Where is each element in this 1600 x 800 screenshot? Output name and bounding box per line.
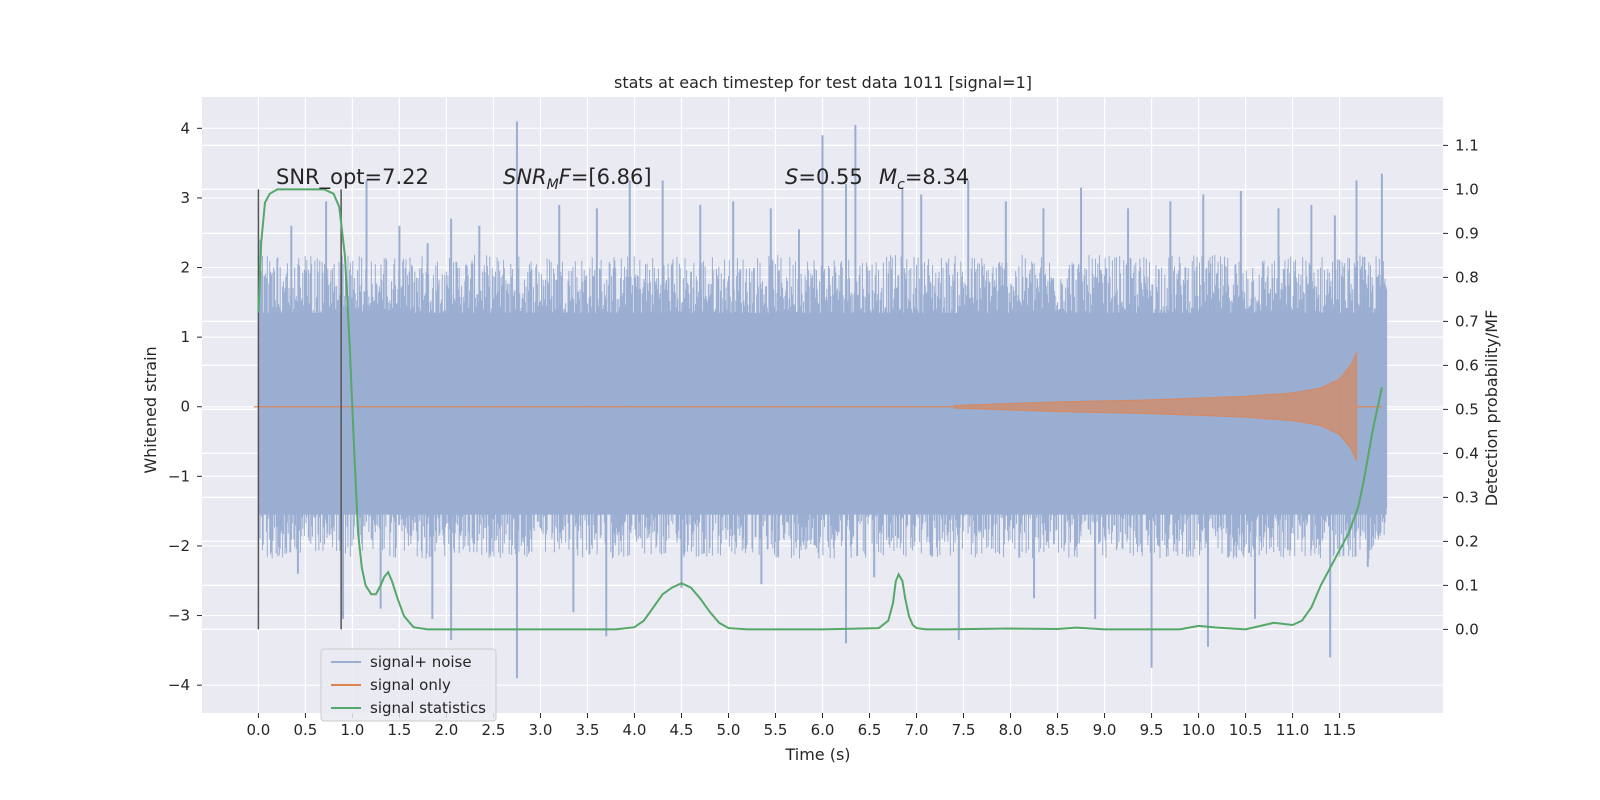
y-tick-label-left: 4 xyxy=(180,119,190,137)
chart-title: stats at each timestep for test data 101… xyxy=(614,73,1032,92)
annotation-snr-mf-base: SNR xyxy=(503,165,547,189)
y-tick-label-left: −4 xyxy=(168,676,190,694)
y-axis-label-left: Whitened strain xyxy=(141,346,160,473)
y-tick-label-right: 0.4 xyxy=(1455,444,1479,462)
x-tick-label: 0.5 xyxy=(293,721,317,739)
annotation-mc-value: =8.34 xyxy=(905,165,969,189)
annotation-mc: Mc=8.34 xyxy=(879,165,969,193)
x-tick-label: 4.0 xyxy=(623,721,647,739)
y-tick-label-left: −3 xyxy=(168,607,190,625)
x-tick-label: 10.5 xyxy=(1229,721,1262,739)
y-tick-label-right: 0.8 xyxy=(1455,268,1479,286)
y-tick-label-right: 0.2 xyxy=(1455,532,1479,550)
x-tick-label: 11.0 xyxy=(1276,721,1309,739)
legend-label-signal-only: signal only xyxy=(370,676,451,694)
y-tick-label-right: 0.0 xyxy=(1455,620,1479,638)
annotation-snr-mf-f: F xyxy=(559,165,572,189)
x-tick-label: 5.0 xyxy=(717,721,741,739)
x-tick-label: 7.0 xyxy=(905,721,929,739)
x-tick-label: 6.5 xyxy=(858,721,882,739)
y-tick-label-left: 2 xyxy=(180,259,190,277)
annotation-s-value: =0.55 xyxy=(798,165,862,189)
plot-area xyxy=(253,121,1388,679)
y-tick-label-right: 0.1 xyxy=(1455,576,1479,594)
y-tick-label-right: 1.1 xyxy=(1455,136,1479,154)
y-tick-label-right: 1.0 xyxy=(1455,180,1479,198)
x-tick-label: 1.0 xyxy=(340,721,364,739)
legend-label-signal-noise: signal+ noise xyxy=(370,653,472,671)
x-tick-label: 11.5 xyxy=(1323,721,1356,739)
y-tick-label-left: −1 xyxy=(168,467,190,485)
x-tick-label: 0.0 xyxy=(246,721,270,739)
series-signal-statistics xyxy=(257,188,1383,631)
y-tick-label-right: 0.5 xyxy=(1455,400,1479,418)
annotation-snr-mf: SNRMF=[6.86] xyxy=(503,165,652,193)
y-tick-label-right: 0.3 xyxy=(1455,488,1479,506)
x-tick-label: 2.0 xyxy=(435,721,459,739)
annotation-snr-opt: SNR_opt=7.22 xyxy=(276,165,429,190)
y-tick-label-left: 0 xyxy=(180,398,190,416)
annotation-snr-mf-sub: M xyxy=(547,177,559,193)
y-tick-label-right: 0.7 xyxy=(1455,312,1479,330)
x-tick-label: 7.5 xyxy=(952,721,976,739)
x-tick-label: 3.5 xyxy=(576,721,600,739)
x-tick-label: 6.0 xyxy=(811,721,835,739)
x-tick-label: 5.5 xyxy=(764,721,788,739)
x-tick-label: 9.5 xyxy=(1140,721,1164,739)
annotation-mc-base: M xyxy=(879,165,897,189)
axes-ticks: 0.0 0.5 1.0 1.5 2.0 2.5 3.0 3.5 4.0 4.5 5.0 5.5 6.0 6… xyxy=(168,119,1479,739)
annotation-mc-sub: c xyxy=(897,177,905,193)
x-tick-label: 9.0 xyxy=(1093,721,1117,739)
annotation-s-base: S xyxy=(785,165,798,189)
y-tick-label-left: 1 xyxy=(180,328,190,346)
y-tick-label-right: 0.9 xyxy=(1455,224,1479,242)
y-tick-label-left: −2 xyxy=(168,537,190,555)
x-tick-label: 8.0 xyxy=(999,721,1023,739)
x-axis-label: Time (s) xyxy=(784,745,850,764)
legend-frame xyxy=(320,648,497,722)
y-tick-label-right: 0.6 xyxy=(1455,356,1479,374)
annotation-snr-mf-value: =[6.86] xyxy=(571,165,652,189)
x-tick-label: 4.5 xyxy=(670,721,694,739)
legend: signal+ noise signal only signal statist… xyxy=(320,648,497,722)
x-tick-label: 10.0 xyxy=(1182,721,1215,739)
x-tick-label: 8.5 xyxy=(1046,721,1070,739)
legend-label-signal-statistics: signal statistics xyxy=(370,699,486,717)
series-signal-only xyxy=(953,352,1358,462)
annotation-s: S=0.55 xyxy=(785,165,863,189)
x-tick-label: 1.5 xyxy=(388,721,412,739)
x-tick-label: 3.0 xyxy=(529,721,553,739)
y-tick-label-left: 3 xyxy=(180,189,190,207)
y-axis-label-right: Detection probability/MF xyxy=(1482,310,1501,507)
x-tick-label: 2.5 xyxy=(482,721,506,739)
